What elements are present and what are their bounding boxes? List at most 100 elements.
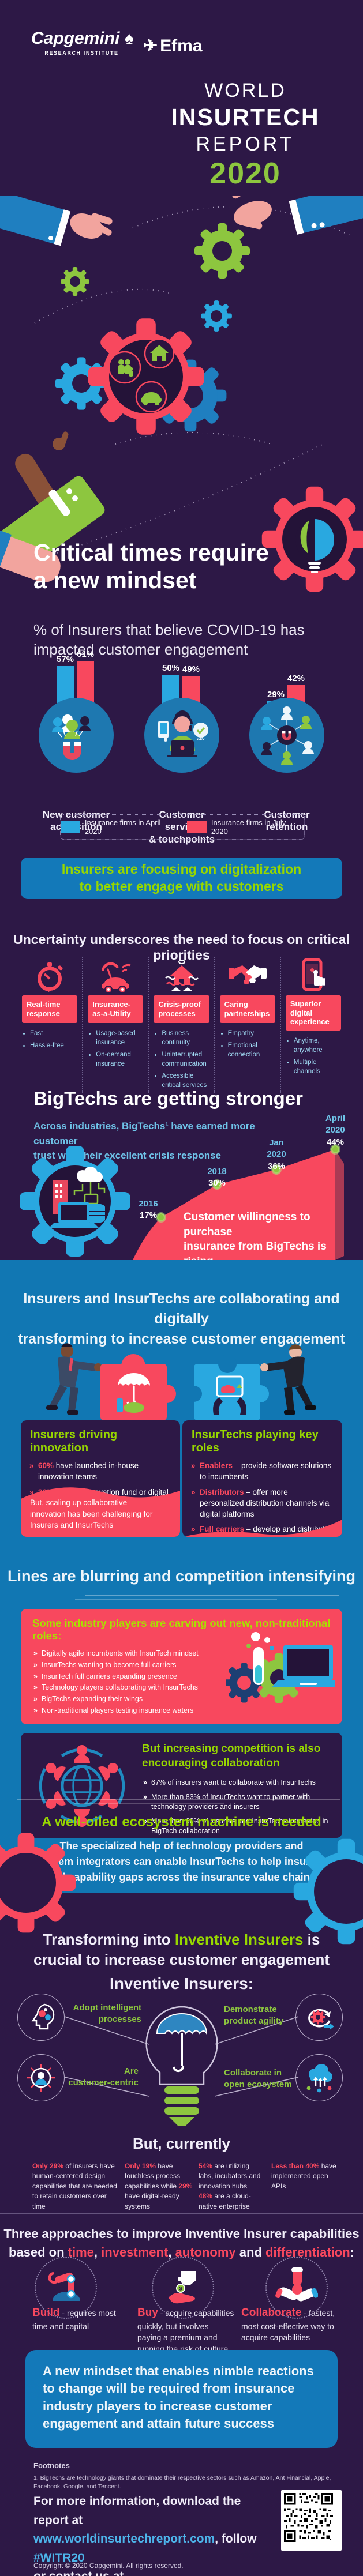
card-title: Insurers driving innovation: [30, 1428, 118, 1454]
priority-bullets: Anytime, anywhere Multiple channels: [286, 1036, 341, 1076]
mindset-box: A new mindset that enables nimble reacti…: [25, 2350, 338, 2448]
priority-title: Insurance- as-a-Utility: [88, 995, 144, 1023]
collaborate-hands-icon: [265, 2257, 328, 2319]
list-item: Enablers – provide software solutions to…: [191, 1461, 334, 1483]
bar-group: 57% 61% New customer acquisition: [36, 649, 117, 832]
global-collaboration-icon: [39, 1745, 125, 1827]
report-link[interactable]: www.worldinsurtechreport.com: [33, 2532, 215, 2546]
approach-collaborate: Collaborate - fastest, most cost-effecti…: [241, 2306, 337, 2344]
text-segment: 60%: [38, 1461, 54, 1470]
area-data-point: [271, 1164, 282, 1175]
list-item: Hassle-free: [30, 1041, 77, 1050]
text-segment: Across industries, BigTechs: [33, 1120, 166, 1131]
businessman-right-illustration: [260, 1344, 316, 1415]
stopwatch-icon: [22, 957, 77, 995]
insurtechs-roles-card: InsurTechs playing key roles Enablers – …: [182, 1420, 342, 1537]
efma-logo: ✈ Efma: [143, 36, 203, 55]
section-heading-critical: Critical times require a new mindset: [33, 539, 269, 594]
priority-caring: Caring partnerships Empathy Emotional con…: [214, 957, 280, 1093]
bigtech-subtext: Across industries, BigTechs1 have earned…: [33, 1119, 299, 1163]
priority-title: Caring partnerships: [219, 995, 275, 1023]
robot-arm-icon: [35, 2257, 97, 2319]
text-segment: Full carriers: [200, 1525, 245, 1534]
flood-house-icon: [154, 957, 209, 995]
family-icon: [108, 351, 141, 384]
divider: [0, 2213, 363, 2214]
inventive-diagram: [64, 2006, 299, 2126]
bigtech-heading: BigTechs are getting stronger: [33, 1088, 303, 1109]
priority-bullets: Business continuity Uninterrupted communi…: [154, 1029, 209, 1090]
customer-centric-icon: [17, 2054, 65, 2101]
list-item: 60% have launched in-house innovation te…: [29, 1461, 172, 1483]
area-data-point: [212, 1179, 222, 1190]
car-icon: [135, 381, 167, 413]
area-point-label: April 2020 44%: [315, 1113, 355, 1148]
list-item: More than 60% of insurers and InsurTechs…: [143, 1817, 342, 1837]
bar-april-value: 50%: [162, 663, 180, 673]
bar-group: 50% 49% 24/7 Customer service & touchpoi…: [141, 650, 222, 845]
hands-tablet-icon: [213, 1375, 246, 1415]
approach-desc: - requires most time and capital: [32, 2308, 116, 2331]
digitalization-banner: Insurers are focusing on digitalization …: [21, 858, 342, 899]
text-segment: Less than 40%: [271, 2162, 320, 2170]
title-insurtech: INSURTECH: [171, 104, 320, 130]
red-wave-decoration: [21, 1487, 180, 1537]
list-item: Multiple channels: [294, 1058, 341, 1076]
list-item: Uninterrupted communication: [162, 1050, 209, 1069]
qr-code[interactable]: [281, 2490, 342, 2551]
text-segment: and: [235, 2244, 266, 2259]
area-data-point: [156, 1212, 166, 1223]
capgemini-sub: RESEARCH INSTITUTE: [44, 50, 119, 56]
puzzle-collaboration-illustration: [46, 1343, 316, 1420]
open-ecosystem-icon: [295, 2054, 343, 2101]
list-item: Distributors – offer more personalized d…: [191, 1487, 334, 1520]
svg-text:$: $: [179, 2286, 182, 2292]
car-umbrella-icon: [88, 957, 143, 995]
chart-legend: Insurance firms in April 2020 Insurance …: [60, 814, 305, 840]
text-segment: have touchless process capabilities whil…: [125, 2162, 181, 2190]
area-annotation: Customer willingness to purchase insuran…: [184, 1211, 327, 1268]
text-segment: Enablers: [200, 1461, 233, 1470]
card-title: InsurTechs playing key roles: [192, 1428, 319, 1454]
list-item: Digitally agile incumbents with InsurTec…: [33, 1648, 232, 1660]
text-segment: ,: [93, 2244, 102, 2259]
bar-july-value: 42%: [287, 674, 305, 683]
list-item: Technology players collaborating with In…: [33, 1682, 232, 1694]
text-segment: 29%: [178, 2182, 193, 2190]
priority-utility: Insurance- as-a-Utility Usage-based insu…: [82, 957, 148, 1093]
title-year: 2020: [209, 157, 281, 190]
approach-name: Collaborate: [241, 2307, 302, 2319]
divider: [74, 1803, 224, 1804]
capgemini-spade-icon: ♠: [119, 29, 134, 48]
lines-blurring-heading: Lines are blurring and competition inten…: [7, 1567, 356, 1585]
area-point-value: 30%: [208, 1178, 226, 1189]
title-world: WORLD: [204, 80, 286, 101]
red-gear-decoration: [0, 1831, 78, 1935]
area-point-label: 2018 30%: [197, 1166, 237, 1190]
approach-desc: - fastest, most cost-effective way to ac…: [241, 2308, 335, 2342]
text-segment: – offer more personalized distribution c…: [200, 1487, 330, 1518]
home-icon: [144, 338, 175, 369]
gears-hands-illustration: [0, 196, 363, 594]
feature-label: Are customer-centric: [68, 2066, 139, 2088]
footnote-item: 1. BigTechs are technology giants that d…: [33, 2475, 331, 2490]
card-title: But increasing competition is also encou…: [142, 1743, 321, 1769]
currently-heading: But, currently: [132, 2135, 231, 2152]
hashtag-link[interactable]: #WITR20: [33, 2551, 85, 2564]
blue-puzzle-piece: [186, 1355, 269, 1420]
list-item: Non-traditional players testing insuranc…: [33, 1705, 232, 1717]
priority-bullets: Fast Hassle-free: [22, 1029, 77, 1050]
legend-july: Insurance firms in July 2020: [187, 818, 304, 836]
priority-title: Real-time response: [22, 995, 78, 1023]
red-wave-decoration: [182, 1520, 342, 1537]
magnet-people-icon: [52, 714, 91, 760]
insurers-innovation-card: Insurers driving innovation 60% have lau…: [21, 1420, 180, 1537]
text-segment: 1: [165, 1120, 169, 1127]
priority-crisis: Crisis-proof processes Business continui…: [148, 957, 214, 1093]
competition-collaboration-card: But increasing competition is also encou…: [21, 1733, 342, 1838]
mindset-text: A new mindset that enables nimble reacti…: [43, 2364, 314, 2431]
bar-group: 29% 42% Customer retention: [246, 650, 327, 832]
priority-title: Crisis-proof processes: [154, 995, 209, 1023]
capgemini-logo: Capgemini ♠ RESEARCH INSTITUTE: [31, 29, 134, 56]
text-segment: differentiation: [265, 2244, 350, 2259]
